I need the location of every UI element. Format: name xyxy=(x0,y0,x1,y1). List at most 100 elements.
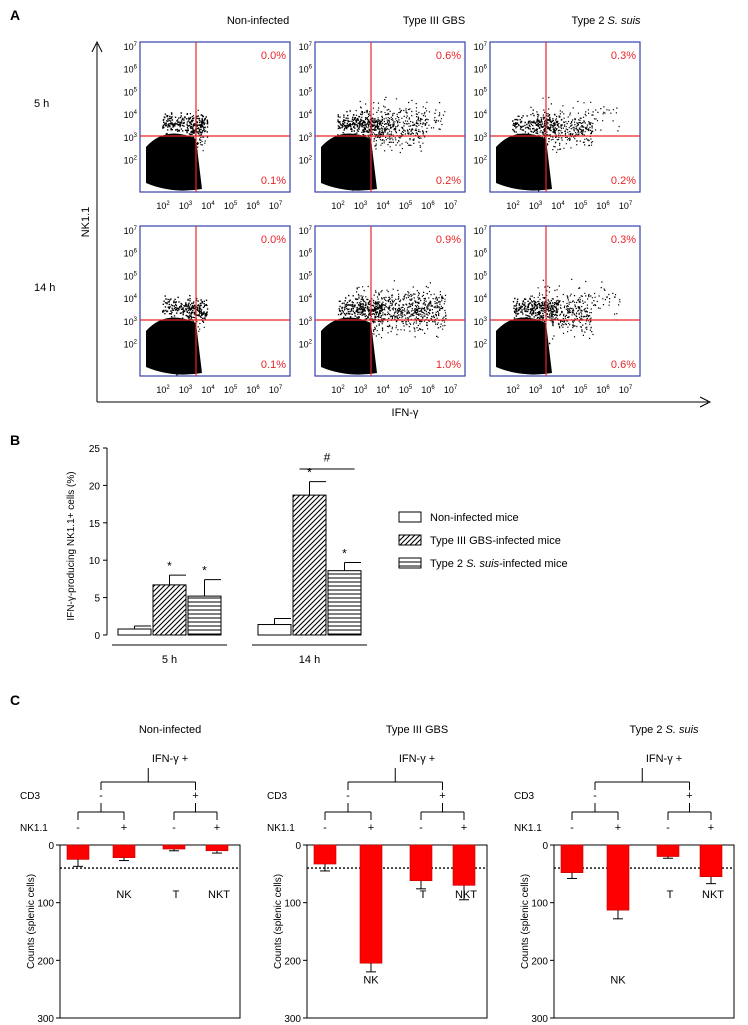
flow-y-tick-label-base: 10 xyxy=(124,340,134,350)
counts-y-tick-label: 300 xyxy=(531,1014,548,1025)
flow-y-tick-label-exp: 5 xyxy=(134,87,138,93)
flow-y-tick-label: 107 xyxy=(474,42,488,52)
flow-y-tick-label-exp: 4 xyxy=(484,294,488,300)
flow-events xyxy=(146,295,209,376)
flow-x-tick-label-base: 10 xyxy=(529,385,539,395)
counts-y-tick-label: 0 xyxy=(295,841,301,852)
flow-x-tick-label: 106 xyxy=(596,201,610,211)
flow-y-tick-label-exp: 7 xyxy=(484,226,488,232)
flow-y-tick-label-exp: 2 xyxy=(484,340,488,346)
flow-x-tick-label-base: 10 xyxy=(551,201,561,211)
flow-y-tick-label: 106 xyxy=(124,65,138,75)
flow-x-tick-label: 107 xyxy=(269,385,283,395)
flow-y-tick-label: 106 xyxy=(474,249,488,259)
flow-x-tick-label-exp: 3 xyxy=(364,385,368,391)
counts-nk11-label: NK1.1 xyxy=(514,823,542,834)
counts-plot: Type III GBS IFN-γ + CD3 - + NK1.1 - + - +0 100 200… xyxy=(267,724,488,1025)
flow-lower-right-percent: 1.0% xyxy=(436,359,461,371)
flow-upper-right-percent: 0.0% xyxy=(261,50,286,62)
flow-x-tick-label: 107 xyxy=(619,201,633,211)
flow-y-tick-label-exp: 7 xyxy=(134,42,138,48)
flow-y-tick-label-base: 10 xyxy=(299,65,309,75)
counts-plot: Type 2 S. suis IFN-γ + CD3 - + NK1.1 - + - +0 100 2… xyxy=(514,724,735,1025)
flow-x-tick-label-exp: 6 xyxy=(256,385,260,391)
flow-upper-right-percent: 0.6% xyxy=(436,50,461,62)
panel-b-bar xyxy=(292,494,327,636)
flow-x-tick-label-exp: 5 xyxy=(409,385,413,391)
ifng-axis-arrow xyxy=(699,396,712,408)
flow-event-dots xyxy=(337,96,446,191)
flow-y-tick-label-exp: 3 xyxy=(484,317,488,323)
panel-b-bar xyxy=(327,570,362,636)
flow-x-tick-label-exp: 7 xyxy=(629,201,633,207)
flow-x-tick-label: 104 xyxy=(201,385,215,395)
counts-bar-label: NKT xyxy=(208,889,230,901)
flow-plot-frame xyxy=(489,41,641,193)
flow-x-tick-label-exp: 6 xyxy=(606,385,610,391)
flow-lower-right-percent: 0.1% xyxy=(261,175,286,187)
panel-b-legend-label-text: Non-infected mice xyxy=(430,512,519,524)
flow-y-tick-label: 107 xyxy=(474,226,488,236)
flow-x-tick-label-exp: 7 xyxy=(454,201,458,207)
counts-plot-title: Non-infected xyxy=(139,724,201,736)
flow-x-tick-label-exp: 7 xyxy=(454,385,458,391)
counts-bar-label: T xyxy=(173,889,180,901)
flow-y-tick-label: 105 xyxy=(474,271,488,281)
counts-nk11-sign: - xyxy=(419,822,423,834)
counts-bar-label: NK xyxy=(363,974,379,986)
flow-y-tick-label-exp: 7 xyxy=(134,226,138,232)
flow-x-tick-label: 106 xyxy=(421,385,435,395)
flow-y-tick-label: 104 xyxy=(299,294,313,304)
flow-column-title: Type 2 S. suis xyxy=(571,15,641,27)
panel-b-y-tick-label: 5 xyxy=(94,594,100,605)
flow-events xyxy=(321,96,446,191)
flow-x-tick-label: 105 xyxy=(224,201,238,211)
counts-bar xyxy=(452,844,476,886)
flow-x-tick-label-exp: 6 xyxy=(431,385,435,391)
counts-bar xyxy=(606,844,630,911)
panel-c-counts: Non-infected IFN-γ + CD3 - + NK1.1 - + - +0 100 200… xyxy=(20,724,735,1025)
counts-plot-frame xyxy=(553,844,735,1019)
panel-b-y-tick-label: 10 xyxy=(89,556,101,567)
counts-y-tick-label: 100 xyxy=(284,899,301,910)
flow-y-tick-label-exp: 6 xyxy=(484,65,488,71)
counts-plot-frame xyxy=(59,844,241,1019)
flow-y-tick-label-base: 10 xyxy=(299,317,309,327)
flow-y-tick-label: 106 xyxy=(124,249,138,259)
counts-cd3-sign: + xyxy=(192,790,198,802)
flow-upper-right-percent: 0.3% xyxy=(611,234,636,246)
flow-column-title: Type III GBS xyxy=(403,15,465,27)
flow-y-tick-label: 104 xyxy=(124,110,138,120)
flow-y-tick-label-exp: 5 xyxy=(484,87,488,93)
counts-nk11-sign: + xyxy=(708,822,714,834)
panel-b-legend-swatch xyxy=(398,557,422,569)
panel-b-bar xyxy=(257,624,292,636)
panel-b-significance-mark: * xyxy=(307,466,312,480)
flow-y-tick-label-base: 10 xyxy=(474,249,484,259)
panel-b-legend-label-suffix: -infected mice xyxy=(499,558,567,570)
flow-y-tick-label-exp: 3 xyxy=(309,317,313,323)
counts-bar-label: NK xyxy=(116,889,132,901)
flow-x-tick-label-base: 10 xyxy=(444,201,454,211)
flow-y-tick-label-base: 10 xyxy=(124,294,134,304)
flow-x-tick-label-exp: 4 xyxy=(211,385,215,391)
panel-b-legend-label: Type III GBS-infected mice xyxy=(430,535,561,547)
panel-b-group-label: 5 h xyxy=(162,654,177,666)
flow-y-tick-label: 103 xyxy=(124,317,138,327)
flow-x-tick-label: 104 xyxy=(201,201,215,211)
flow-x-tick-label: 106 xyxy=(421,201,435,211)
flow-x-tick-label: 103 xyxy=(529,385,543,395)
flow-x-tick-label: 104 xyxy=(376,201,390,211)
flow-x-tick-label-exp: 2 xyxy=(516,385,520,391)
flow-x-tick-label-base: 10 xyxy=(529,201,539,211)
flow-y-tick-label: 102 xyxy=(474,156,488,166)
flow-x-tick-label-base: 10 xyxy=(156,385,166,395)
flow-y-tick-label-exp: 4 xyxy=(309,110,313,116)
counts-cd3-label: CD3 xyxy=(267,791,287,802)
counts-bar-label: NK xyxy=(610,974,626,986)
panel-b-legend-label-text: Type III GBS-infected mice xyxy=(430,535,561,547)
counts-nk11-sign: + xyxy=(461,822,467,834)
flow-x-tick-label: 105 xyxy=(399,201,413,211)
flow-x-tick-label-base: 10 xyxy=(354,201,364,211)
counts-y-tick-label: 200 xyxy=(531,956,548,967)
